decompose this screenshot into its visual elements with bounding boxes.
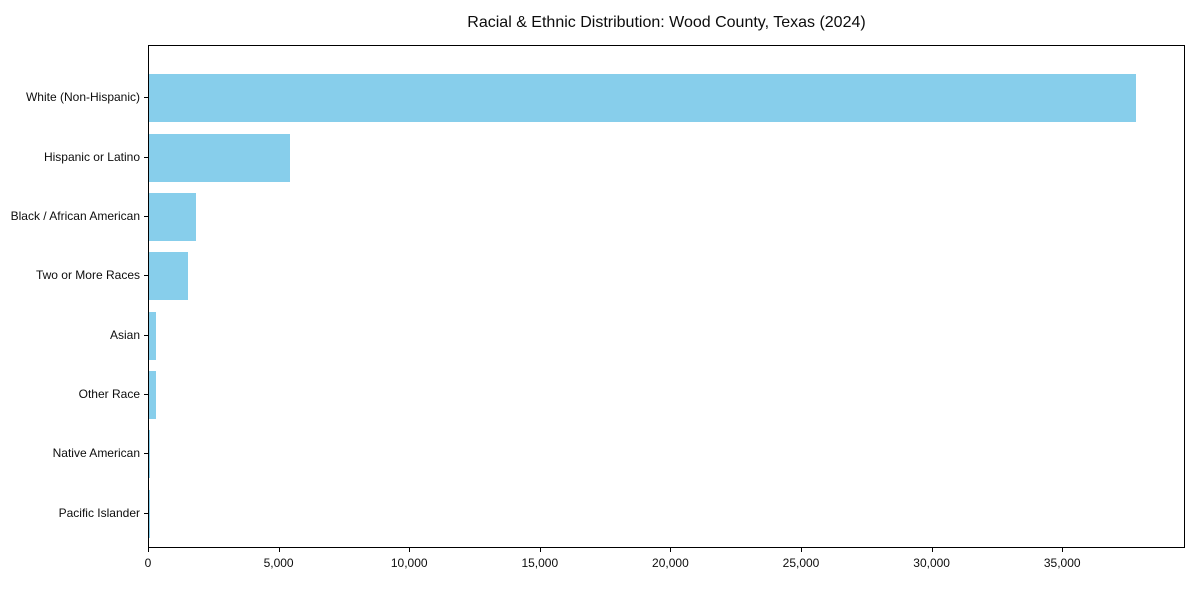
x-tick-mark <box>148 548 149 552</box>
x-tick-mark <box>278 548 280 552</box>
y-tick-label: Native American <box>52 446 140 461</box>
x-tick-mark <box>1062 548 1064 552</box>
bar <box>149 74 1136 123</box>
plot-area <box>148 45 1185 548</box>
chart-title: Racial & Ethnic Distribution: Wood Count… <box>467 14 866 31</box>
y-tick-mark <box>144 334 148 336</box>
bar <box>149 311 157 360</box>
y-tick-label: Two or More Races <box>35 268 140 283</box>
x-tick-label: 10,000 <box>390 556 428 570</box>
y-tick-label: Other Race <box>78 387 140 402</box>
x-tick-label: 20,000 <box>652 556 689 570</box>
x-tick-mark <box>670 548 672 552</box>
y-tick-label: Hispanic or Latino <box>43 149 140 164</box>
y-tick-mark <box>144 215 148 217</box>
y-tick-label: Black / African American <box>10 208 140 223</box>
bar <box>149 192 196 241</box>
x-tick-mark <box>409 548 411 552</box>
x-tick-label: 30,000 <box>913 556 950 570</box>
x-tick-label: 35,000 <box>1043 556 1081 570</box>
x-tick-label: 15,000 <box>521 556 559 570</box>
y-tick-mark <box>144 394 148 396</box>
x-tick-mark <box>539 548 541 552</box>
bar <box>149 371 156 420</box>
y-tick-mark <box>144 512 148 514</box>
y-tick-mark <box>144 156 148 158</box>
y-tick-mark <box>144 275 148 277</box>
x-tick-mark <box>931 548 933 552</box>
bar <box>149 430 151 479</box>
bar <box>149 252 188 301</box>
y-tick-mark <box>144 453 148 455</box>
y-tick-mark <box>144 97 148 99</box>
y-tick-label: White (Non-Hispanic) <box>25 90 140 105</box>
x-tick-label: 5,000 <box>263 556 294 570</box>
y-tick-label: Asian <box>109 327 140 342</box>
bar <box>149 133 290 182</box>
y-tick-label: Pacific Islander <box>58 505 140 520</box>
x-tick-label: 25,000 <box>782 556 820 570</box>
x-tick-mark <box>801 548 803 552</box>
bar <box>149 489 150 538</box>
x-tick-label: 0 <box>144 556 152 570</box>
